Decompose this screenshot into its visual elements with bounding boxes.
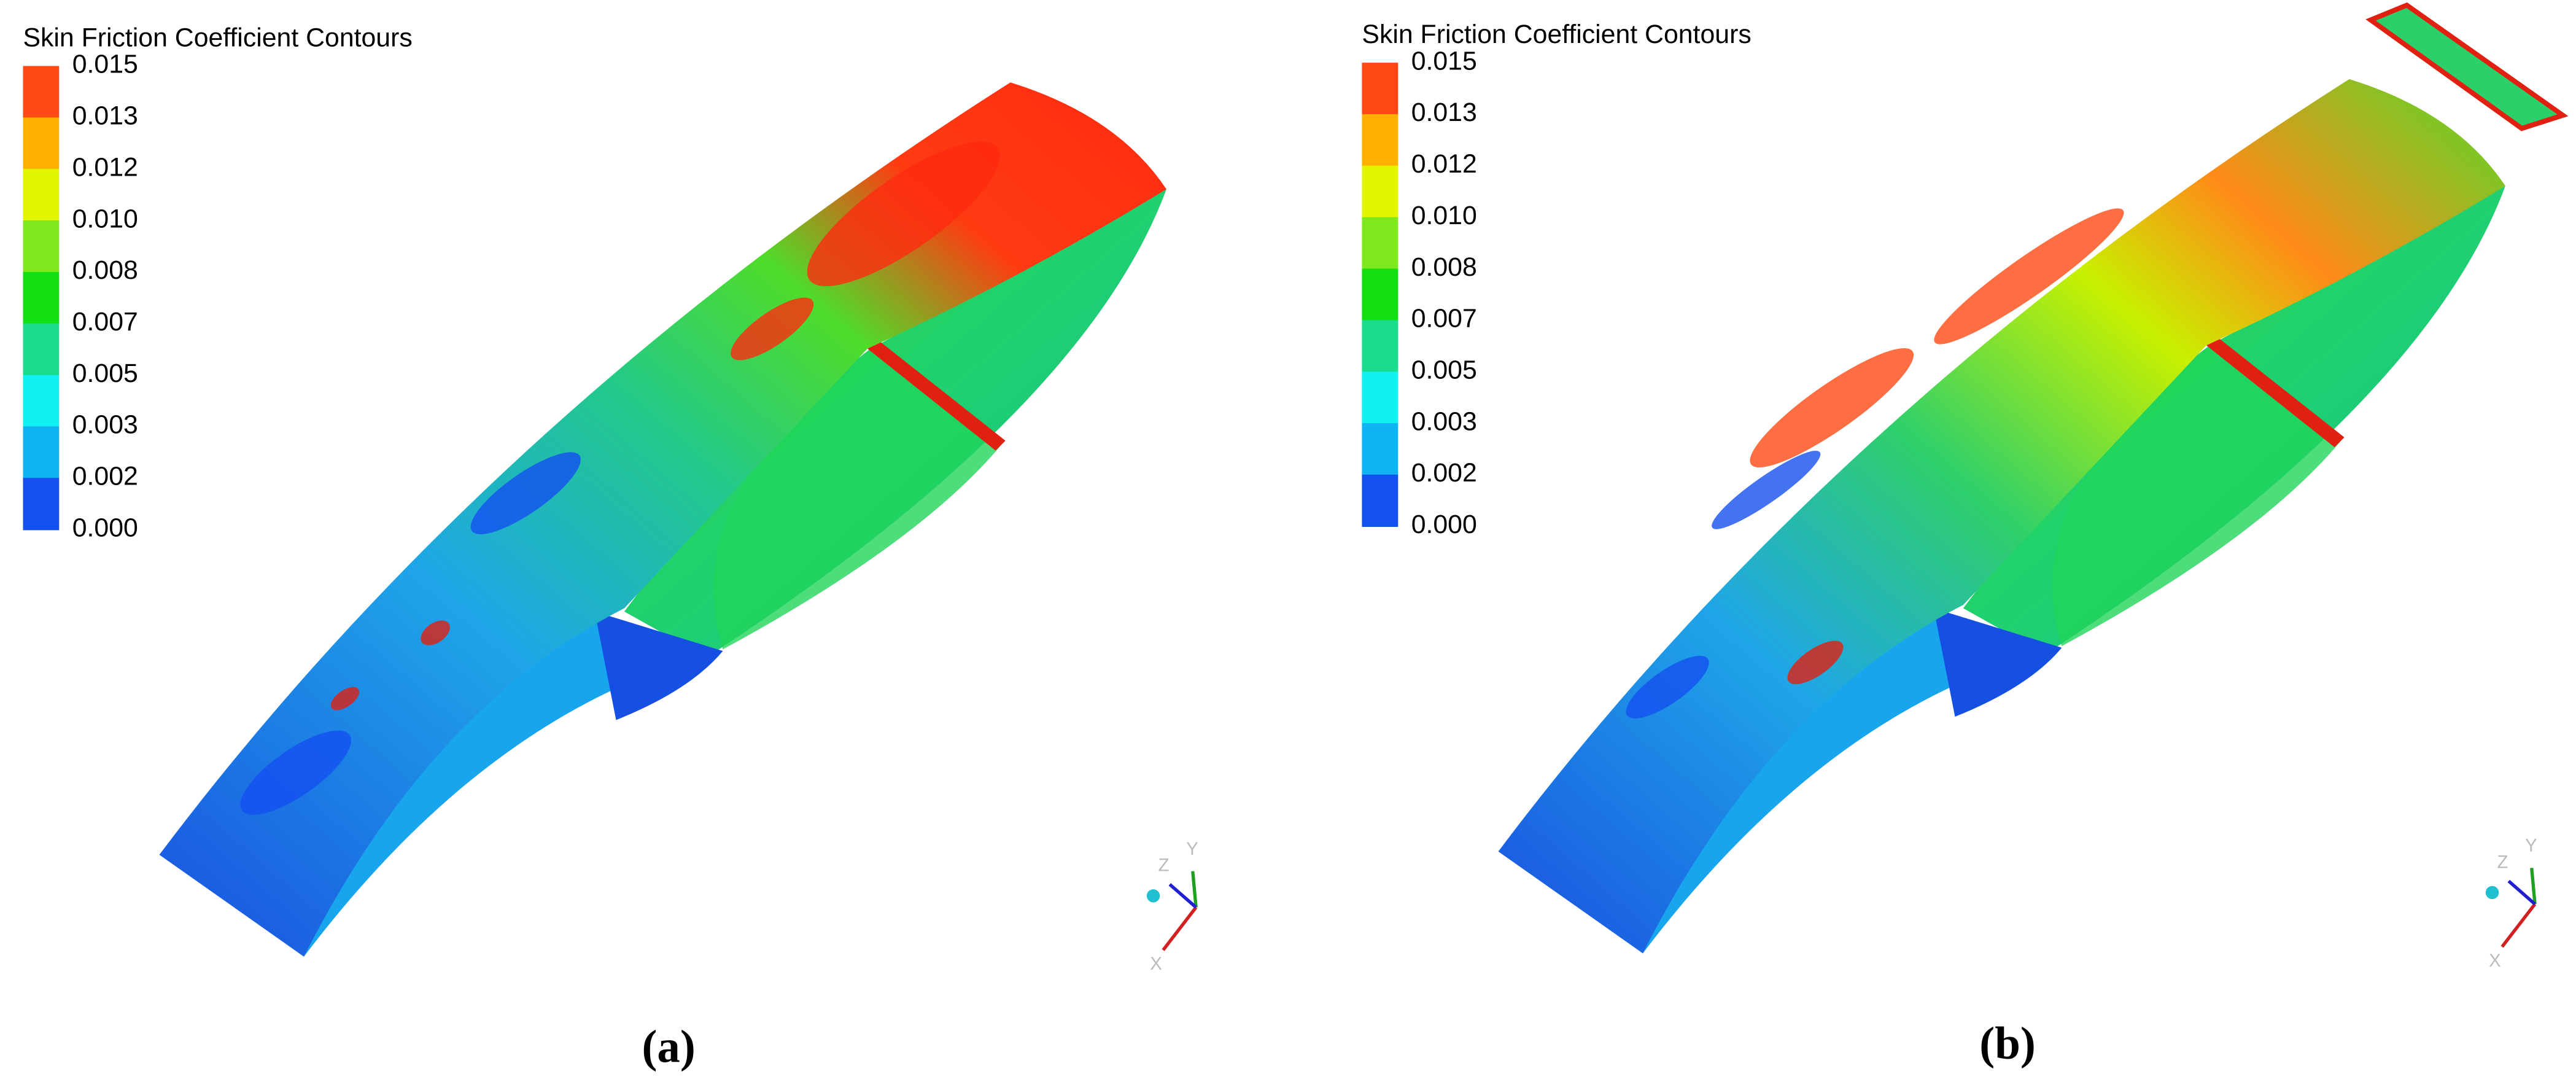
- contour-patch: [1712, 451, 1821, 529]
- caption: (b): [1979, 1018, 2036, 1069]
- upper-surface: [159, 82, 1166, 957]
- legend-band: [23, 169, 60, 222]
- axis-label: X: [1150, 954, 1162, 974]
- contour-patch: [330, 687, 360, 710]
- legend-band: [23, 66, 60, 119]
- legend-band: [1362, 165, 1399, 218]
- legend-label: 0.008: [1411, 252, 1477, 282]
- upper-surface: [1498, 79, 2505, 954]
- legend-band: [1362, 63, 1399, 115]
- legend-label: 0.005: [1411, 355, 1477, 384]
- legend-band: [1362, 217, 1399, 270]
- legend-label: 0.002: [1411, 458, 1477, 488]
- contour-patch: [421, 620, 450, 645]
- contour-patch: [1934, 208, 2124, 345]
- red-edge: [2206, 338, 2345, 448]
- axis-z: [1168, 883, 1197, 909]
- axis-label: X: [2489, 951, 2501, 971]
- legend-label: 0.008: [72, 255, 138, 285]
- axis-label: Y: [2525, 836, 2537, 856]
- contour-patch: [240, 730, 351, 815]
- origin: [2485, 886, 2499, 900]
- axis-z: [2507, 879, 2536, 906]
- legend-label: 0.007: [1411, 304, 1477, 333]
- legend-label: 0.013: [72, 101, 138, 131]
- legend-label: 0.012: [1411, 149, 1477, 179]
- dark-blue-patch: [1933, 608, 2062, 717]
- legend-band: [23, 426, 60, 479]
- legend-band: [23, 271, 60, 325]
- legend-title: Skin Friction Coefficient Contours: [1362, 20, 1751, 49]
- legend-label: 0.015: [72, 50, 138, 79]
- axis-label: Y: [1186, 839, 1198, 859]
- contour-patch: [470, 452, 581, 534]
- legend-label: 0.000: [72, 513, 138, 542]
- contour-patch: [1787, 640, 1844, 685]
- legend-label: 0.002: [72, 462, 138, 491]
- legend-label: 0.003: [1411, 407, 1477, 436]
- legend-band: [1362, 320, 1399, 373]
- contour-patch: [1626, 655, 1709, 718]
- dark-blue-patch: [594, 611, 723, 720]
- axis-y: [2530, 868, 2537, 905]
- green-face: [713, 348, 1003, 650]
- legend-label: 0.005: [72, 359, 138, 388]
- legend-label: 0.003: [72, 410, 138, 440]
- legend-band: [23, 375, 60, 427]
- legend-label: 0.000: [1411, 510, 1477, 539]
- origin: [1146, 889, 1160, 903]
- legend-label: 0.012: [72, 152, 138, 182]
- contour-patch: [1750, 348, 1914, 468]
- legend-band: [23, 117, 60, 170]
- axis-x: [1162, 906, 1198, 951]
- legend-label: 0.015: [1411, 46, 1477, 76]
- legend-band: [23, 323, 60, 376]
- green-face: [2052, 345, 2341, 647]
- axis-x: [2500, 903, 2537, 948]
- legend-title: Skin Friction Coefficient Contours: [23, 23, 412, 52]
- legend-band: [1362, 423, 1399, 476]
- axis-y: [1191, 871, 1198, 908]
- axis-label: Z: [2497, 852, 2508, 872]
- legend-band: [1362, 372, 1399, 424]
- legend-label: 0.010: [72, 204, 138, 233]
- legend-label: 0.007: [72, 307, 138, 337]
- legend-label: 0.013: [1411, 98, 1477, 127]
- legend-label: 0.010: [1411, 201, 1477, 230]
- contour-patch: [807, 141, 1000, 287]
- red-edge: [867, 342, 1006, 451]
- legend-band: [23, 220, 60, 273]
- legend-band: [1362, 114, 1399, 167]
- legend-band: [1362, 474, 1399, 527]
- caption: (a): [642, 1021, 695, 1072]
- contour-patch: [731, 297, 814, 360]
- legend-band: [1362, 268, 1399, 321]
- inset-view: [2365, 2, 2569, 131]
- legend-band: [23, 478, 60, 531]
- axis-label: Z: [1158, 855, 1170, 876]
